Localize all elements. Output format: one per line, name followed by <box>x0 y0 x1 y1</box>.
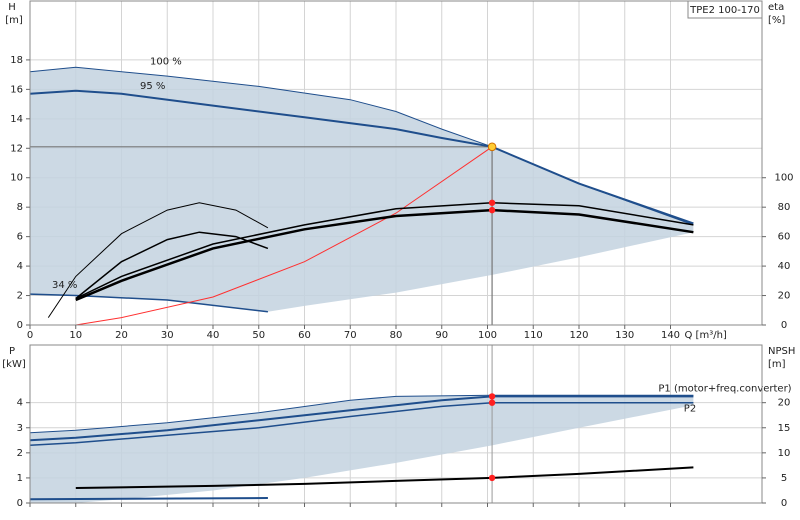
model-box <box>687 0 763 19</box>
x-tick-label: 100 <box>478 330 497 341</box>
y2-tick-label: 20 <box>778 291 791 302</box>
curve <box>29 89 694 225</box>
curve <box>75 466 694 489</box>
x-tick-label: 50 <box>252 330 265 341</box>
x-tick-label: 60 <box>298 330 311 341</box>
y2-tick-label: 20 <box>778 398 791 409</box>
curve <box>29 394 694 434</box>
y-tick-label: 14 <box>10 114 23 125</box>
curve <box>29 395 694 442</box>
x-tick-label: 130 <box>615 330 634 341</box>
y2-tick-label: 100 <box>774 173 793 184</box>
y-axis-unit: [kW] <box>2 359 26 370</box>
y-tick-label: 2 <box>17 448 23 459</box>
y2-tick-label: 80 <box>778 202 791 213</box>
curve <box>29 497 268 501</box>
curve <box>75 208 694 302</box>
x-tick-label: 20 <box>115 330 128 341</box>
curve <box>47 202 269 318</box>
y2-tick-label: 0 <box>781 320 787 331</box>
x-axis-label: Q [m³/h] <box>685 330 727 341</box>
operating-point <box>488 474 496 482</box>
y2-tick-label: 10 <box>778 448 791 459</box>
x-tick-label: 110 <box>524 330 543 341</box>
operating-point <box>488 199 496 206</box>
operating-area <box>30 395 694 503</box>
y-tick-label: 0 <box>17 498 23 509</box>
curve-label: P1 (motor+freq.converter) <box>658 383 791 394</box>
y2-tick-label: 40 <box>778 261 791 272</box>
y-tick-label: 6 <box>17 232 23 243</box>
y-axis-label: H <box>8 2 16 13</box>
y-tick-label: 0 <box>17 320 23 331</box>
y-tick-label: 16 <box>10 84 23 95</box>
x-tick-label: 140 <box>661 330 680 341</box>
x-tick-label: 80 <box>390 330 403 341</box>
y-tick-label: 4 <box>17 261 23 272</box>
y-axis-label: P <box>9 346 15 357</box>
y2-axis-unit: [%] <box>768 15 785 26</box>
curve <box>29 293 268 313</box>
y2-axis-label: eta <box>768 2 784 13</box>
x-tick-label: 90 <box>435 330 448 341</box>
operating-point <box>488 399 496 406</box>
x-tick-label: 30 <box>161 330 174 341</box>
y2-axis-unit: [m] <box>768 359 786 370</box>
curve-label: 95 % <box>140 81 165 92</box>
curve <box>75 202 694 300</box>
y-tick-label: 2 <box>17 291 23 302</box>
x-tick-label: 70 <box>344 330 357 341</box>
operating-point <box>488 206 496 214</box>
y2-tick-label: 60 <box>778 232 791 243</box>
x-tick-label: 40 <box>207 330 220 341</box>
y-tick-label: 10 <box>10 173 23 184</box>
y-tick-label: 8 <box>17 202 23 213</box>
y2-tick-label: 15 <box>778 423 791 434</box>
curve-label: 34 % <box>52 280 77 291</box>
y-tick-label: 12 <box>10 143 23 154</box>
curve-label: 100 % <box>150 57 182 68</box>
y-tick-label: 1 <box>17 473 23 484</box>
y-tick-label: 4 <box>17 398 23 409</box>
curve <box>75 146 493 326</box>
y2-tick-label: 5 <box>781 473 787 484</box>
model-name: TPE2 100-170 <box>689 5 760 16</box>
curve-label: P2 <box>684 404 696 415</box>
operating-point <box>488 393 496 400</box>
x-tick-label: 120 <box>569 330 588 341</box>
y-tick-label: 3 <box>17 423 23 434</box>
duty-point <box>487 142 497 152</box>
x-tick-label: 0 <box>27 330 33 341</box>
y-axis-unit: [m] <box>5 15 23 26</box>
curve <box>29 401 694 447</box>
y-tick-label: 18 <box>10 55 23 66</box>
y2-axis-label: NPSH <box>768 346 795 357</box>
x-tick-label: 10 <box>69 330 82 341</box>
y2-tick-label: 0 <box>781 498 787 509</box>
